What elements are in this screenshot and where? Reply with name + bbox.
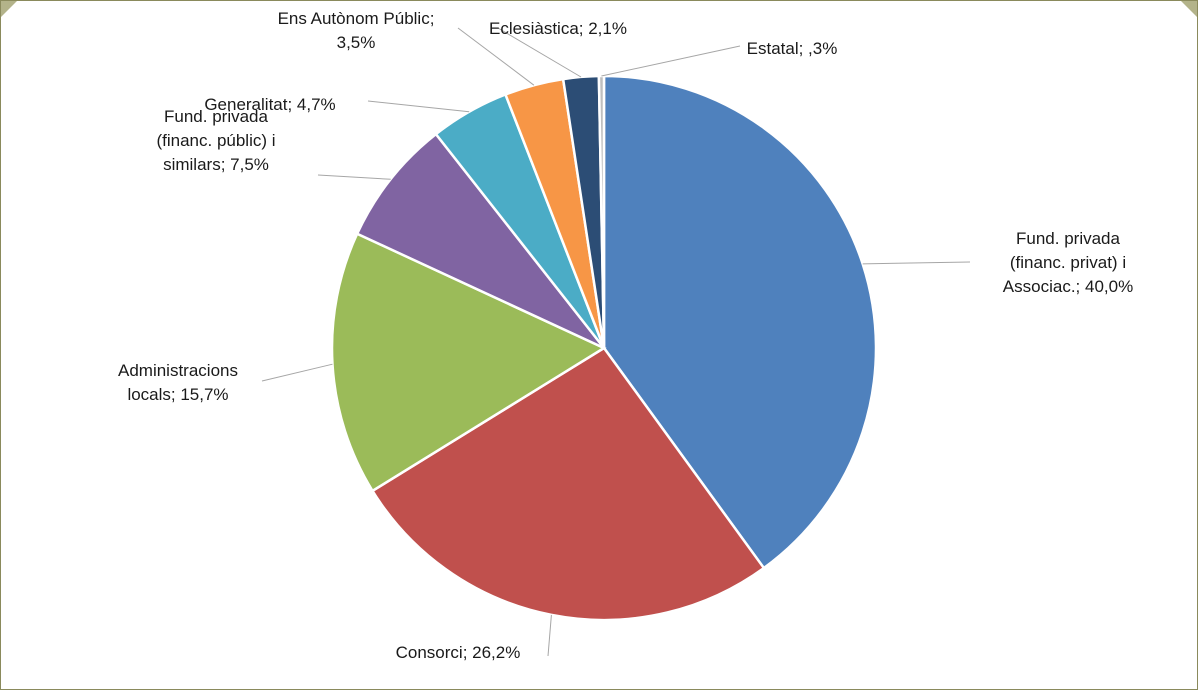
data-label-line: 3,5%	[337, 33, 376, 52]
leader-line	[457, 27, 535, 86]
data-label-line: similars; 7,5%	[163, 155, 269, 174]
data-label-line: Estatal; ,3%	[747, 39, 838, 58]
leader-line	[317, 174, 391, 180]
data-label-line: Fund. privada	[1016, 229, 1120, 248]
leader-line	[862, 261, 971, 265]
data-label: Ens Autònom Públic; 3,5%	[278, 9, 435, 52]
leader-line	[367, 100, 470, 113]
data-label-line: Fund. privada	[164, 107, 268, 126]
leader-line	[547, 614, 552, 657]
data-label-line: Eclesiàstica; 2,1%	[489, 19, 627, 38]
data-label-line: (financ. públic) i	[156, 131, 275, 150]
data-label-line: Administracions	[118, 361, 238, 380]
data-label-line: locals; 15,7%	[127, 385, 228, 404]
data-label: Eclesiàstica; 2,1%	[489, 19, 627, 38]
data-label: Consorci; 26,2%	[396, 643, 521, 662]
data-label: Administracions locals; 15,7%	[118, 361, 238, 404]
pie-slice	[602, 74, 878, 570]
data-label: Fund. privada (financ. privat) i Associac.…	[1003, 229, 1133, 296]
pie-slice	[370, 346, 766, 622]
data-label-line: Ens Autònom Públic;	[278, 9, 435, 28]
leader-line	[497, 27, 582, 78]
data-label: Generalitat; 4,7%	[204, 95, 335, 114]
data-label: Estatal; ,3%	[747, 39, 838, 58]
data-label-line: Consorci; 26,2%	[396, 643, 521, 662]
data-label-line: (financ. privat) i	[1010, 253, 1126, 272]
leader-line	[601, 45, 741, 77]
data-label-line: Generalitat; 4,7%	[204, 95, 335, 114]
data-label-line: Associac.; 40,0%	[1003, 277, 1133, 296]
data-label: Fund. privada (financ. públic) i similars;…	[156, 107, 275, 174]
leader-line	[261, 363, 333, 382]
